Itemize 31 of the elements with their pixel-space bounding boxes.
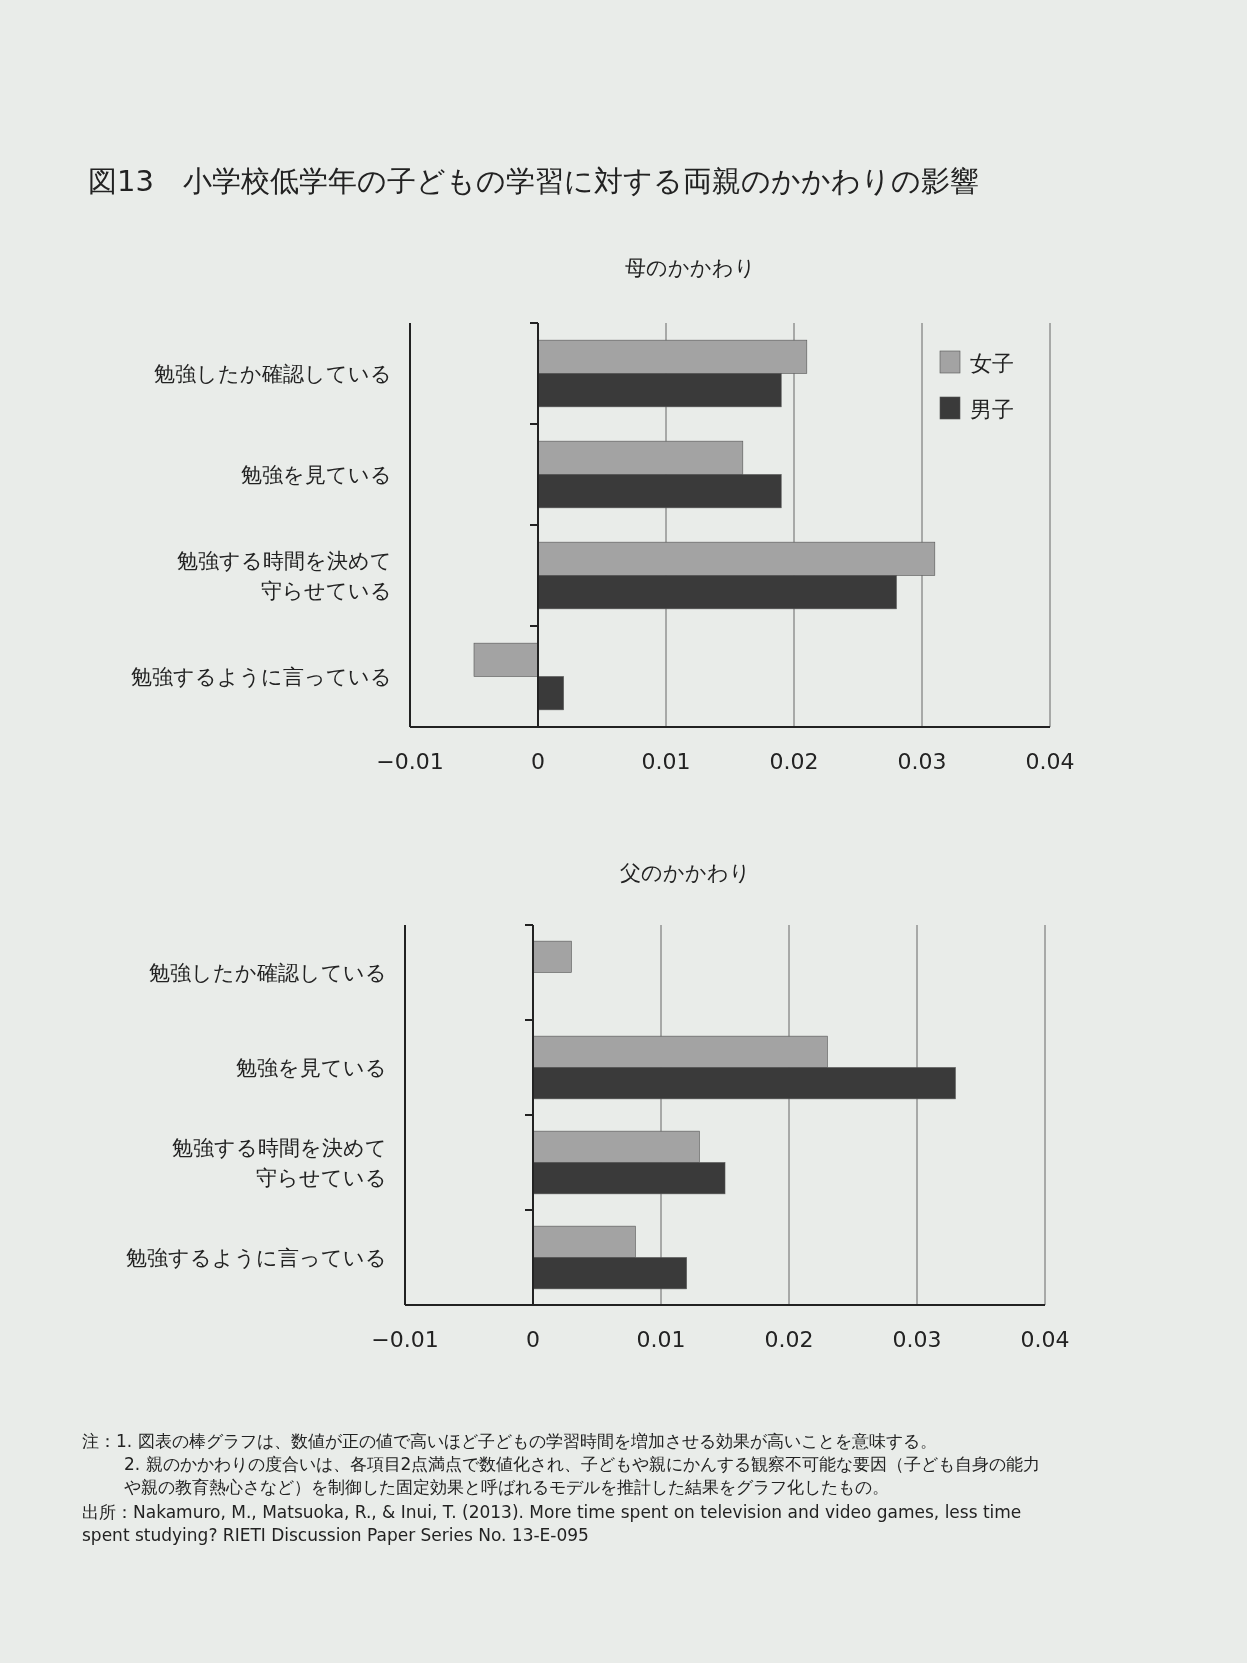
x-tick-label: 0 bbox=[531, 749, 545, 774]
bar bbox=[473, 642, 539, 677]
x-tick-label: 0.03 bbox=[897, 749, 947, 774]
x-tick-label: 0.02 bbox=[769, 749, 819, 774]
text: 出所：Nakamuro, M., Matsuoka, R., & Inui, T. (2013). More time spent on television and video games, less time spent studying? RIETI Discussion Paper Series No. 13-E-095 bbox=[82, 1500, 1023, 1547]
y-tick-label: 勉強するように言っている bbox=[131, 664, 392, 689]
y-tick-label: 勉強したか確認している bbox=[149, 960, 387, 985]
x-tick-label: 0.01 bbox=[641, 749, 691, 774]
x-tick-label: 0.04 bbox=[1020, 1327, 1070, 1352]
text: 2. 親のかかわりの度合いは、各項目2点満点で数値化され、子どもや親にかんする観察不可能な要因（子ども自身の能力や親の教育熱心さなど）を制御した固定効果と呼ばれるモデルを推計した結果をグラフ化したもの。 bbox=[123, 1452, 1042, 1499]
x-tick-label: 0.04 bbox=[1025, 749, 1075, 774]
y-tick-label: 勉強を見ている bbox=[241, 462, 392, 487]
y-tick-label: 勉強を見ている bbox=[236, 1055, 387, 1080]
x-tick-label: −0.01 bbox=[376, 749, 444, 774]
x-tick-label: 0.03 bbox=[892, 1327, 942, 1352]
legend-label: 女子 bbox=[970, 351, 1014, 376]
chart-subtitle: 母のかかわり bbox=[624, 256, 756, 280]
x-tick-label: 0.02 bbox=[764, 1327, 814, 1352]
x-tick-label: 0.01 bbox=[636, 1327, 686, 1352]
x-tick-label: −0.01 bbox=[371, 1327, 439, 1352]
bar bbox=[532, 940, 572, 973]
chart-title: 図13 小学校低学年の子どもの学習に対する両親のかかわりの影響 bbox=[88, 163, 979, 200]
x-tick-label: 0 bbox=[526, 1327, 540, 1352]
bar bbox=[537, 676, 564, 711]
chart-title: 父のかかわり bbox=[619, 861, 751, 885]
legend-label: 男子 bbox=[970, 397, 1014, 422]
y-tick-label: 勉強したか確認している bbox=[154, 361, 392, 386]
y-tick-label: 勉強する時間を決めて守らせている bbox=[172, 1135, 387, 1190]
y-tick-label: 勉強するように言っている bbox=[126, 1245, 387, 1270]
y-tick-label: 勉強する時間を決めて守らせている bbox=[177, 548, 392, 603]
text: 注：1. 図表の棒グラフは、数値が正の値で高いほど子どもの学習時間を増加させる効果が高いことを意味する。 bbox=[82, 1430, 938, 1453]
